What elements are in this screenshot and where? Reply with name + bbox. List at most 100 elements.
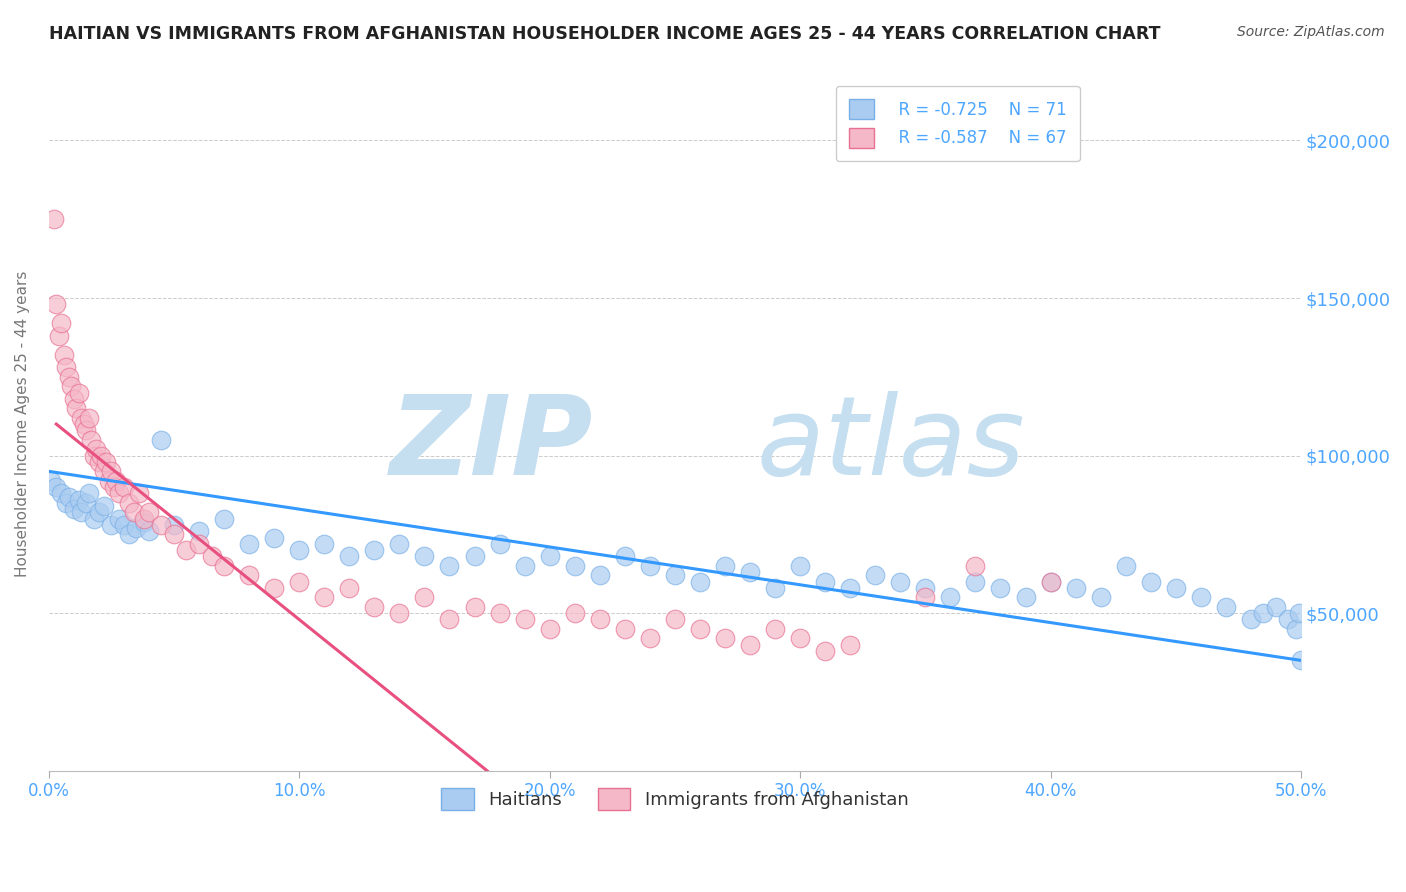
Point xyxy=(60,379,83,393)
Point xyxy=(1277,612,1299,626)
Point xyxy=(70,410,93,425)
Point xyxy=(288,543,311,558)
Point xyxy=(163,517,186,532)
Point xyxy=(238,568,260,582)
Point xyxy=(738,638,761,652)
Point xyxy=(314,537,336,551)
Point xyxy=(589,568,612,582)
Point xyxy=(73,417,96,431)
Point xyxy=(150,433,173,447)
Point xyxy=(108,486,131,500)
Point xyxy=(87,505,110,519)
Point xyxy=(263,531,285,545)
Point xyxy=(589,612,612,626)
Point xyxy=(1139,574,1161,589)
Point xyxy=(564,558,586,573)
Point xyxy=(664,612,686,626)
Point xyxy=(914,581,936,595)
Point xyxy=(105,474,128,488)
Point xyxy=(212,511,235,525)
Point xyxy=(1285,622,1308,636)
Point xyxy=(538,549,561,564)
Point xyxy=(1115,558,1137,573)
Point xyxy=(103,480,125,494)
Point xyxy=(638,632,661,646)
Point xyxy=(314,591,336,605)
Point xyxy=(463,599,485,614)
Point xyxy=(188,524,211,539)
Point xyxy=(388,537,411,551)
Text: ZIP: ZIP xyxy=(389,392,593,499)
Point xyxy=(39,474,62,488)
Point xyxy=(488,537,510,551)
Point xyxy=(388,606,411,620)
Point xyxy=(51,316,73,330)
Point xyxy=(83,449,105,463)
Point xyxy=(55,360,77,375)
Point xyxy=(83,511,105,525)
Point xyxy=(70,505,93,519)
Point xyxy=(138,505,160,519)
Point xyxy=(513,612,536,626)
Point xyxy=(1014,591,1036,605)
Point xyxy=(122,505,145,519)
Point xyxy=(118,496,141,510)
Point xyxy=(463,549,485,564)
Point xyxy=(52,348,75,362)
Point xyxy=(738,565,761,579)
Y-axis label: Householder Income Ages 25 - 44 years: Householder Income Ages 25 - 44 years xyxy=(15,271,30,577)
Point xyxy=(1265,599,1288,614)
Point xyxy=(914,591,936,605)
Point xyxy=(48,328,70,343)
Point xyxy=(93,499,115,513)
Point xyxy=(789,558,811,573)
Point xyxy=(58,369,80,384)
Point xyxy=(112,480,135,494)
Point xyxy=(613,549,636,564)
Point xyxy=(55,496,77,510)
Point xyxy=(288,574,311,589)
Point xyxy=(77,486,100,500)
Point xyxy=(664,568,686,582)
Point xyxy=(763,581,786,595)
Point xyxy=(97,474,120,488)
Point xyxy=(714,558,737,573)
Point xyxy=(814,644,837,658)
Point xyxy=(176,543,198,558)
Point xyxy=(163,527,186,541)
Point xyxy=(108,511,131,525)
Point xyxy=(1039,574,1062,589)
Point xyxy=(439,558,461,573)
Point xyxy=(132,511,155,525)
Point xyxy=(67,385,90,400)
Point xyxy=(939,591,962,605)
Point xyxy=(1289,653,1312,667)
Point xyxy=(45,297,67,311)
Point xyxy=(613,622,636,636)
Point xyxy=(118,527,141,541)
Point xyxy=(100,517,122,532)
Point xyxy=(714,632,737,646)
Point xyxy=(100,464,122,478)
Point xyxy=(58,490,80,504)
Point xyxy=(188,537,211,551)
Point xyxy=(1064,581,1087,595)
Point xyxy=(990,581,1012,595)
Point xyxy=(689,574,711,589)
Point xyxy=(413,591,436,605)
Point xyxy=(538,622,561,636)
Point xyxy=(513,558,536,573)
Point xyxy=(439,612,461,626)
Point xyxy=(62,502,84,516)
Text: Source: ZipAtlas.com: Source: ZipAtlas.com xyxy=(1237,25,1385,39)
Text: HAITIAN VS IMMIGRANTS FROM AFGHANISTAN HOUSEHOLDER INCOME AGES 25 - 44 YEARS COR: HAITIAN VS IMMIGRANTS FROM AFGHANISTAN H… xyxy=(49,25,1161,43)
Point xyxy=(93,464,115,478)
Legend: Haitians, Immigrants from Afghanistan: Haitians, Immigrants from Afghanistan xyxy=(426,773,924,824)
Point xyxy=(889,574,911,589)
Point xyxy=(238,537,260,551)
Point xyxy=(1039,574,1062,589)
Point xyxy=(138,524,160,539)
Point xyxy=(150,517,173,532)
Point xyxy=(839,581,862,595)
Point xyxy=(865,568,887,582)
